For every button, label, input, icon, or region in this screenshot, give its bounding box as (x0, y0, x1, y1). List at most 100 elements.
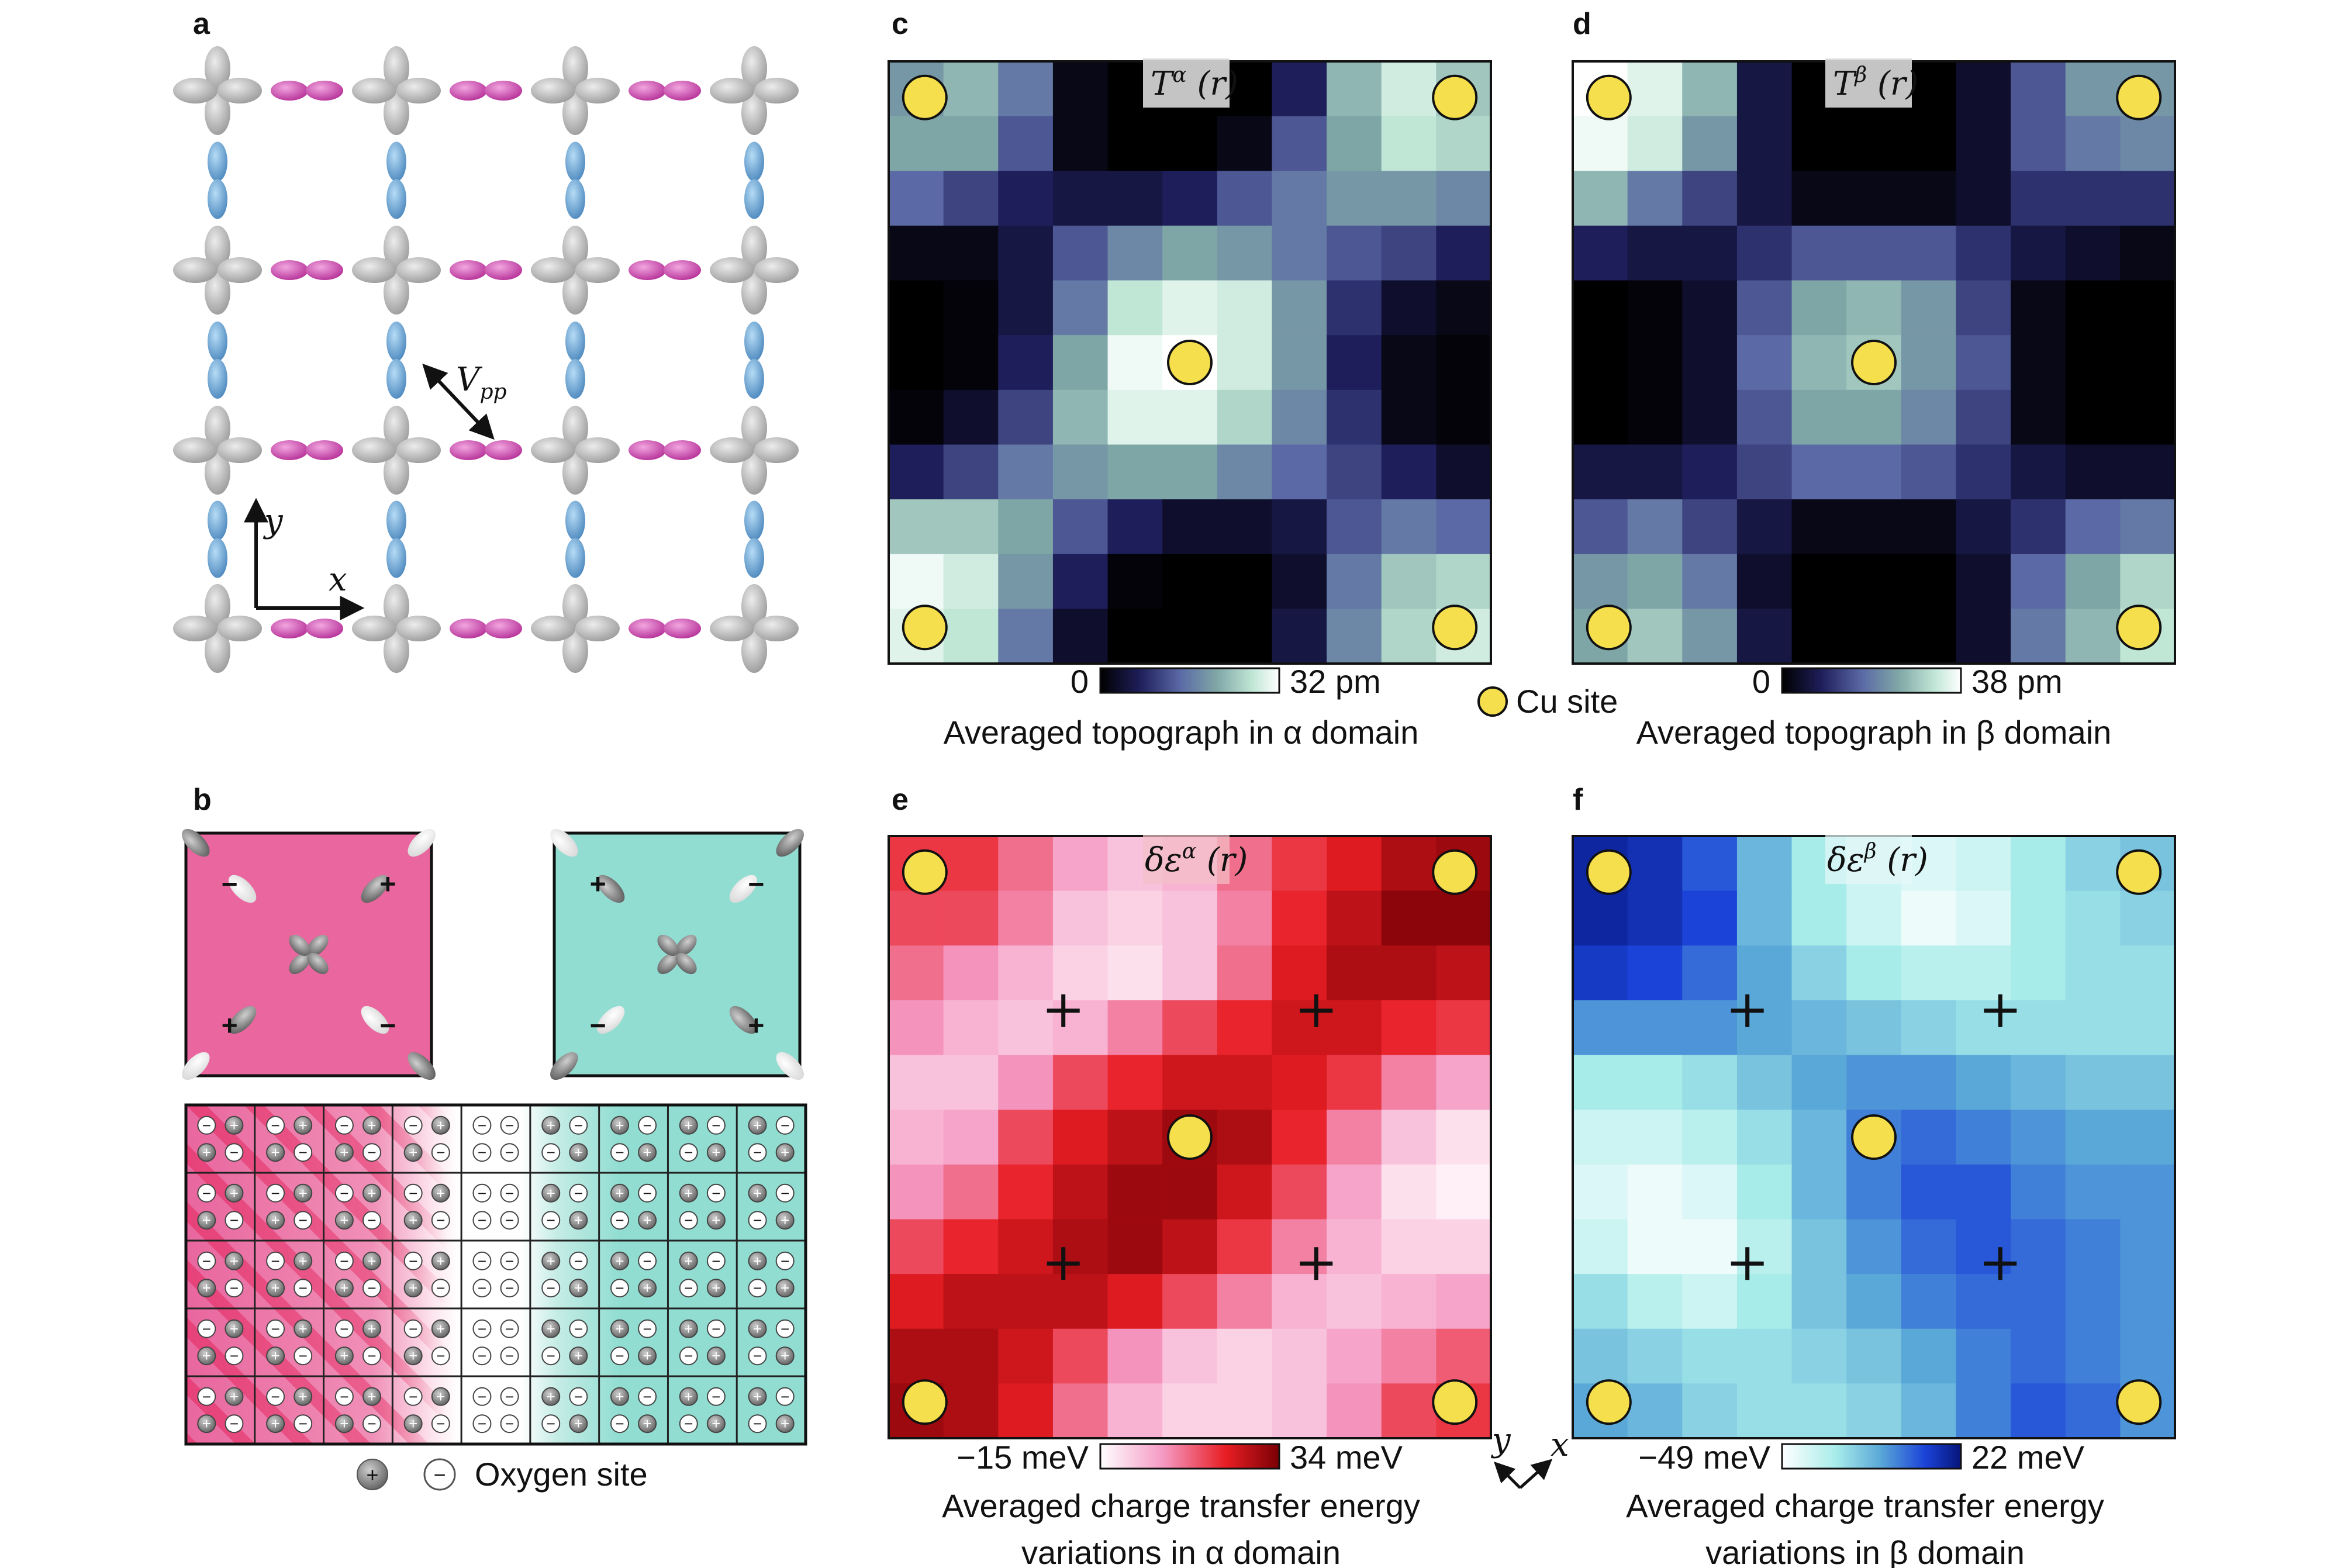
svg-text:−: − (340, 1184, 348, 1202)
oxygen-plus-icon: + (334, 1346, 354, 1366)
heatmap-cell (943, 1219, 999, 1275)
heatmap-cell (2011, 1110, 2066, 1165)
svg-text:+: + (547, 1388, 555, 1405)
heatmap-cell (1901, 389, 1957, 445)
heatmap-cell (1162, 225, 1218, 281)
svg-text:+: + (299, 1184, 308, 1202)
heatmap-cell (889, 945, 944, 1001)
heatmap-cell (1573, 225, 1628, 281)
heatmap-cell (1791, 499, 1847, 555)
oxygen-minus-icon: − (541, 1211, 561, 1230)
oxygen-plus-icon: + (569, 1211, 588, 1230)
svg-text:+: + (230, 1184, 239, 1202)
o-px-orbital-icon (629, 440, 701, 460)
heatmap-cell (1956, 389, 2011, 445)
heatmap-cell (1791, 225, 1847, 281)
o-p-orbital-icon (408, 828, 436, 857)
heatmap-cell (1901, 1274, 1957, 1329)
oxygen-minus-icon: − (197, 1115, 216, 1135)
plus-marker (1300, 1247, 1333, 1280)
svg-text:−: − (615, 1415, 624, 1432)
oxygen-minus-icon: − (431, 1211, 450, 1230)
svg-text:+: + (547, 1184, 555, 1202)
heatmap-cell (2120, 171, 2176, 226)
oxygen-minus-icon: − (706, 1115, 726, 1135)
heatmap-cell (2011, 116, 2066, 172)
oxygen-plus-icon: + (225, 1183, 244, 1203)
heatmap-cell (2065, 1055, 2121, 1110)
heatmap-cell (1107, 1164, 1163, 1220)
cu-d-orbital-icon (531, 406, 620, 495)
heatmap-cell (1052, 499, 1109, 555)
panel-label-e: e (892, 783, 909, 817)
cu-d-orbital-icon (657, 934, 697, 975)
heatmap-cell (2065, 1383, 2121, 1439)
heatmap-cell (1956, 836, 2011, 892)
orbital-sign-label: − (590, 1011, 606, 1042)
heatmap-cell (1272, 1274, 1327, 1329)
orbital-sign-label: + (590, 869, 606, 900)
heatmap-cell (1052, 335, 1109, 391)
heatmap-cell (1846, 499, 1902, 555)
oxygen-plus-icon: + (775, 1279, 795, 1298)
oxygen-minus-icon: − (569, 1319, 588, 1338)
heatmap-cell (1162, 116, 1218, 172)
oxygen-plus-icon: + (748, 1183, 767, 1203)
svg-text:−: − (436, 1279, 445, 1297)
heatmap-cell (1573, 1274, 1628, 1329)
heatmap-cell (1162, 1055, 1218, 1110)
heatmap-cell (1791, 1000, 1847, 1056)
heatmap-cell (1627, 171, 1683, 226)
heatmap-cell (998, 444, 1054, 500)
oxygen-plus-icon: + (225, 1319, 244, 1338)
oxygen-plus-icon: + (679, 1251, 698, 1270)
heatmap-cell (1381, 554, 1437, 610)
svg-text:+: + (574, 1211, 583, 1229)
svg-text:−: − (712, 1117, 720, 1134)
heatmap-cell (1162, 280, 1218, 336)
oxygen-minus-icon: − (500, 1183, 519, 1203)
heatmap-cell (1272, 280, 1327, 336)
heatmap-cell (943, 116, 999, 172)
oxygen-minus-icon: − (569, 1183, 588, 1203)
oxygen-minus-icon: − (197, 1183, 216, 1203)
heatmap-cell (1436, 499, 1491, 555)
heatmap-cell (889, 1328, 944, 1384)
oxygen-plus-icon: + (706, 1279, 726, 1298)
oxygen-minus-icon: − (638, 1251, 657, 1270)
heatmap-cell (1682, 116, 1738, 172)
heatmap-cell (1682, 609, 1738, 664)
orbital-lattice-diagram (173, 46, 799, 673)
svg-text:−: − (684, 1347, 693, 1365)
svg-text:−: − (271, 1388, 280, 1405)
cu-site-marker (1432, 605, 1478, 651)
oxygen-plus-icon: + (569, 1346, 588, 1366)
heatmap-cell (889, 1164, 944, 1220)
xy-axes: y x (244, 498, 365, 620)
heatmap-cell (2065, 171, 2121, 226)
oxygen-minus-icon: − (500, 1414, 519, 1434)
heatmap-cell (1682, 280, 1738, 336)
heatmap-cell (1791, 1164, 1847, 1220)
heatmap-cell (1272, 1164, 1327, 1220)
oxygen-minus-icon: − (334, 1183, 354, 1203)
heatmap-cell (1791, 280, 1847, 336)
svg-text:−: − (271, 1252, 280, 1270)
oxygen-minus-icon: − (472, 1319, 492, 1338)
oxygen-minus-icon: − (334, 1251, 354, 1270)
heatmap-cell (1627, 1164, 1683, 1220)
heatmap-cell (1791, 945, 1847, 1001)
svg-text:−: − (505, 1211, 514, 1229)
svg-text:−: − (478, 1211, 486, 1229)
heatmap-cell (1217, 1383, 1273, 1439)
heatmap-cell (2011, 1383, 2066, 1439)
oxygen-minus-icon: − (294, 1346, 313, 1366)
oxygen-minus-icon: − (294, 1414, 313, 1434)
svg-text:+: + (367, 1388, 376, 1405)
heatmap-cell (1682, 1328, 1738, 1384)
oxygen-minus-icon: − (706, 1387, 726, 1406)
heatmap-cell (1107, 945, 1163, 1001)
caption-e-line2: variations in α domain (1021, 1534, 1341, 1568)
caption-d: Averaged topograph in β domain (1636, 714, 2112, 751)
heatmap-cell (1217, 1110, 1273, 1165)
